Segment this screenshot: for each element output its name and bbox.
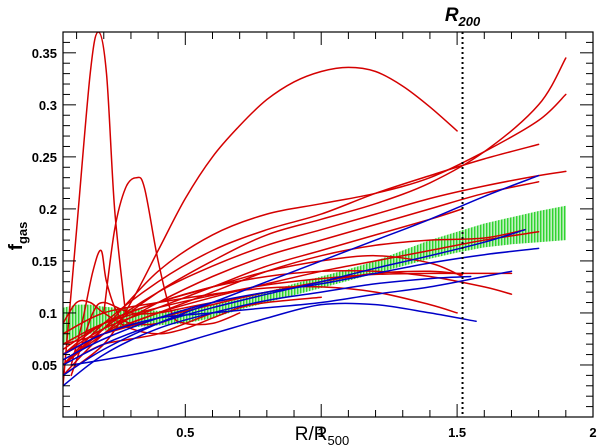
x-tick-label: 1.5 [448, 425, 466, 440]
red-series-line-7 [63, 143, 540, 366]
red-series-line-6 [63, 93, 567, 366]
r200-label: R200 [445, 5, 481, 29]
blue-series-line-23 [63, 247, 540, 361]
y-tick-label: 0.15 [32, 254, 57, 269]
blue-series-line-26 [63, 275, 472, 387]
series-layer [63, 32, 567, 387]
r200-layer: R200 [445, 5, 481, 417]
y-tick-label: 0.3 [39, 98, 57, 113]
y-tick-label: 0.35 [32, 46, 57, 61]
blue-series-line-24 [63, 270, 513, 356]
red-series-line-17 [63, 231, 540, 356]
red-series-line-16 [63, 285, 458, 335]
tick-labels-layer: 0.5 1 1.5 2 0.05 0.1 0.15 0.2 0.25 0.3 0.35 [32, 46, 597, 440]
y-tick-label: 0.1 [39, 306, 57, 321]
ticks-layer [63, 31, 594, 417]
plot-frame [62, 31, 594, 418]
x-tick-label: 1 [318, 425, 325, 440]
green-band [63, 205, 566, 345]
blue-series-line-25 [70, 302, 477, 366]
y-axis-title: fgas [6, 222, 30, 251]
y-tick-label: 0.05 [32, 358, 57, 373]
red-series-line-4 [63, 66, 458, 377]
red-series-line-8 [63, 170, 567, 366]
blue-series-line-21 [63, 174, 540, 377]
x-tick-label: 2 [589, 425, 596, 440]
green-band-layer [63, 205, 566, 345]
red-series-line-3 [70, 249, 187, 366]
x-tick-label: 0.5 [176, 425, 194, 440]
x-axis-title: R/R500 [295, 424, 349, 447]
y-tick-label: 0.25 [32, 150, 57, 165]
y-tick-label: 0.2 [39, 202, 57, 217]
